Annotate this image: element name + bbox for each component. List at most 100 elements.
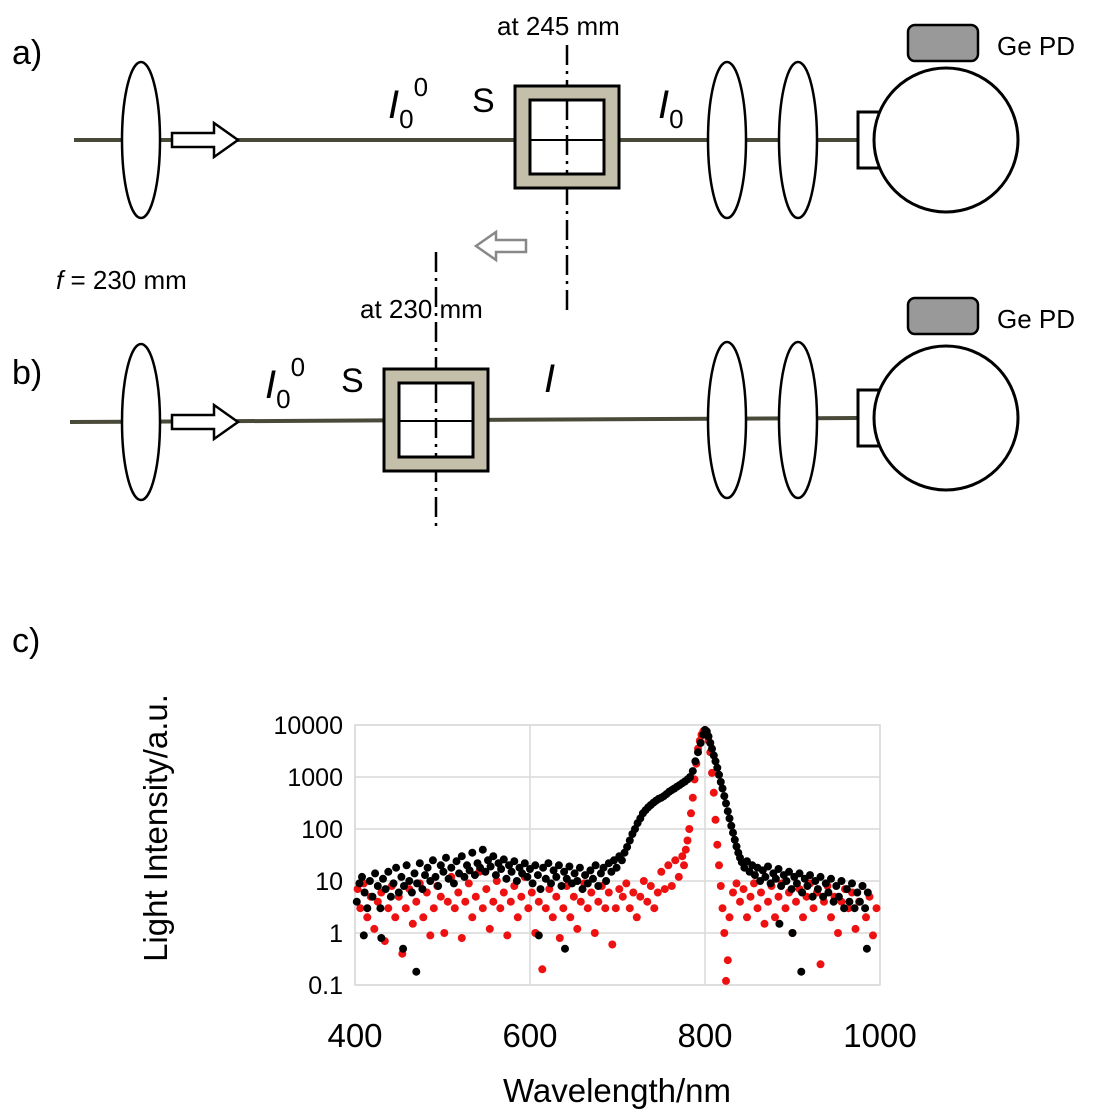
data-point-black [360, 888, 369, 897]
data-point-black [457, 852, 466, 861]
data-point-red [517, 892, 526, 901]
data-point-black [413, 879, 422, 888]
data-point-red [660, 885, 669, 894]
data-point-red [552, 892, 561, 901]
data-point-black [415, 859, 424, 868]
data-point-black [848, 879, 856, 888]
panel-b-i00-label: I00 [265, 352, 305, 414]
data-point-red [688, 793, 697, 802]
data-point-black [470, 871, 479, 880]
data-point-red [743, 913, 751, 922]
data-point-black [716, 778, 725, 786]
panel-b-i-label: I [544, 357, 555, 401]
panel-b-detector-port [856, 388, 880, 448]
data-point-red [468, 913, 477, 922]
data-point-red [715, 861, 723, 870]
data-point-red [827, 913, 835, 922]
panel-a-sample-label: S [472, 82, 495, 120]
data-point-black [460, 872, 469, 881]
data-point-black [782, 877, 791, 885]
data-point-black [389, 879, 398, 888]
data-point-black [544, 859, 553, 868]
data-point-red [485, 924, 494, 933]
data-point-red [412, 897, 421, 906]
data-point-black [499, 855, 508, 864]
panel-b-detector-label: Ge PD [997, 304, 1075, 334]
data-point-red [506, 897, 515, 906]
data-point-black [583, 879, 592, 888]
data-point-red [667, 882, 676, 890]
data-point-black [552, 872, 561, 881]
data-point-red [869, 931, 877, 940]
data-point-black [491, 871, 500, 880]
data-point-black [359, 931, 368, 940]
panel-b-lens-1 [120, 342, 162, 502]
data-point-black [358, 872, 366, 881]
data-point-black [449, 879, 458, 888]
panel-c-label: c) [12, 622, 40, 660]
data-point-black [507, 867, 516, 876]
data-point-black [777, 882, 786, 890]
panel-a-lens-3 [777, 60, 819, 220]
data-point-red [722, 976, 730, 985]
panel-a: a) at 245 mm I00 S I0 Ge PD [12, 11, 1075, 312]
data-point-black [764, 862, 772, 871]
data-point-black [617, 856, 626, 865]
data-point-black [428, 856, 437, 865]
data-point-black [729, 828, 737, 837]
data-point-red [524, 904, 533, 913]
panel-a-detector-label: Ge PD [997, 31, 1075, 61]
data-point-black [806, 871, 814, 880]
data-point-red [471, 892, 480, 901]
data-point-black [381, 885, 390, 894]
data-point-red [753, 904, 762, 913]
data-point-red [681, 845, 690, 854]
data-point-black [691, 757, 700, 766]
data-point-red [709, 788, 718, 797]
data-point-red [576, 897, 585, 906]
data-point-black [727, 821, 736, 830]
data-point-red [573, 924, 582, 933]
data-point-black [795, 869, 804, 878]
data-point-black [578, 885, 587, 894]
data-point-red [391, 913, 400, 922]
data-point-black [720, 792, 729, 801]
data-point-red [457, 934, 466, 942]
x-axis-label: Wavelength/nm [503, 1072, 731, 1109]
data-point-black [376, 904, 385, 913]
data-point-black [803, 882, 812, 890]
data-point-black [713, 763, 722, 772]
data-point-black [439, 867, 448, 876]
data-point-black [775, 919, 784, 928]
data-point-black [533, 871, 542, 880]
data-point-red [548, 913, 557, 922]
data-point-red [450, 904, 459, 913]
data-point-black [625, 836, 634, 845]
x-tick-label: 600 [502, 1017, 557, 1054]
data-point-red [720, 929, 729, 937]
data-point-red [650, 904, 659, 913]
data-point-red [713, 840, 722, 849]
data-point-red [408, 919, 417, 928]
data-point-black [539, 863, 548, 872]
data-point-black [534, 931, 543, 940]
data-point-red [732, 879, 741, 888]
data-point-red [559, 904, 568, 913]
data-point-black [478, 845, 487, 854]
data-point-black [447, 863, 456, 872]
data-point-black [384, 867, 393, 876]
data-point-red [816, 960, 825, 969]
focal-length-label: f = 230 mm [56, 265, 187, 295]
data-point-black [363, 904, 372, 913]
y-tick-label: 100 [301, 816, 343, 844]
data-point-red [674, 872, 683, 881]
data-point-black [570, 869, 579, 878]
data-point-black [586, 866, 595, 875]
data-point-black [832, 882, 841, 890]
data-point-red [687, 809, 695, 818]
data-point-black [774, 865, 783, 873]
data-point-red [503, 931, 512, 940]
data-point-red [496, 904, 505, 913]
data-point-black [787, 885, 796, 894]
series-black [352, 726, 872, 976]
